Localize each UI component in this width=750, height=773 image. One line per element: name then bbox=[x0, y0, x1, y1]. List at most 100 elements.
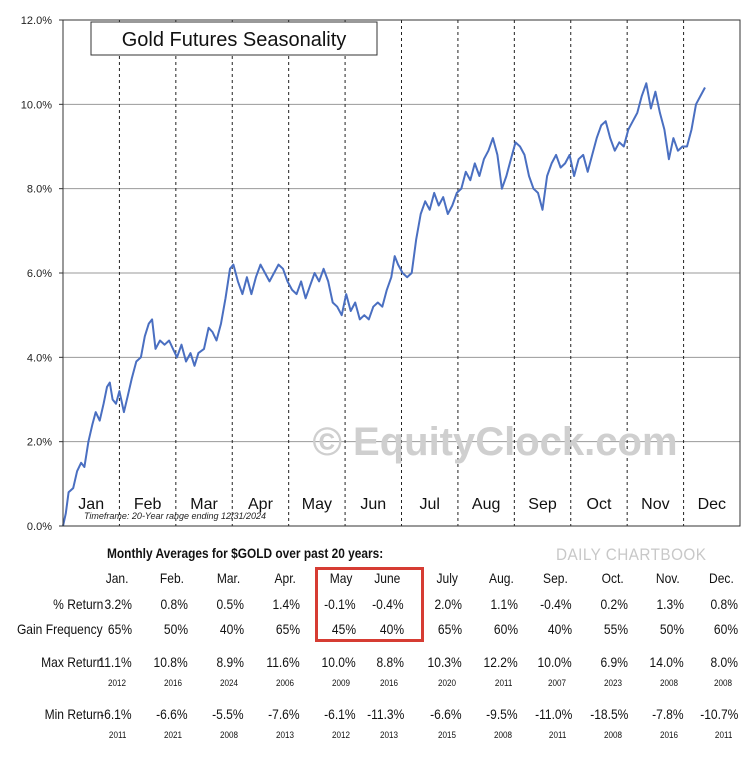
month-header: Apr. bbox=[274, 570, 296, 586]
min-year-cell: 2013 bbox=[379, 730, 398, 740]
max-return-cell: 10.0% bbox=[537, 654, 572, 670]
pct-return-cell: 0.5% bbox=[216, 596, 244, 612]
max-return-cell: 12.2% bbox=[483, 654, 518, 670]
month-header: Aug. bbox=[489, 570, 514, 586]
gain-freq-cell: 40% bbox=[379, 621, 404, 637]
max-year-cell: 2008 bbox=[659, 678, 678, 688]
min-year-cell: 2011 bbox=[714, 730, 732, 740]
min-return-cell: -10.7% bbox=[699, 706, 738, 722]
pct-return-cell: 1.4% bbox=[272, 596, 300, 612]
min-year-cell: 2008 bbox=[493, 730, 512, 740]
min-return-cell: -7.6% bbox=[268, 706, 300, 722]
min-return-cell: -6.6% bbox=[430, 706, 462, 722]
min-return-cell: -11.3% bbox=[366, 706, 404, 722]
min-year-cell: 2013 bbox=[275, 730, 294, 740]
max-year-cell: 2024 bbox=[219, 678, 238, 688]
max-return-cell: 10.3% bbox=[427, 654, 462, 670]
row-label-min-return: Min Return bbox=[44, 706, 103, 722]
watermark: © EquityClock.com bbox=[312, 420, 677, 464]
y-tick-label: 8.0% bbox=[27, 184, 52, 196]
gain-freq-cell: 40% bbox=[219, 621, 244, 637]
pct-return-cell: 0.8% bbox=[710, 596, 738, 612]
month-label: Nov bbox=[641, 496, 669, 513]
pct-return-cell: 2.0% bbox=[434, 596, 462, 612]
month-header: Nov. bbox=[656, 570, 680, 586]
y-tick-label: 4.0% bbox=[27, 352, 52, 364]
table-title: Monthly Averages for $GOLD over past 20 … bbox=[107, 545, 384, 561]
max-year-cell: 2016 bbox=[163, 678, 182, 688]
min-return-cell: -11.0% bbox=[534, 706, 572, 722]
source-watermark: DAILY CHARTBOOK bbox=[556, 545, 707, 564]
pct-return-cell: 0.2% bbox=[600, 596, 628, 612]
max-return-cell: 8.8% bbox=[376, 654, 404, 670]
month-label: Feb bbox=[134, 496, 162, 513]
gain-freq-cell: 50% bbox=[163, 621, 188, 637]
max-return-cell: 6.9% bbox=[600, 654, 628, 670]
month-header: Oct. bbox=[601, 570, 624, 586]
gold-seasonality-line bbox=[62, 82, 706, 527]
month-label: May bbox=[302, 496, 332, 513]
max-return-cell: 10.0% bbox=[321, 654, 356, 670]
month-header: July bbox=[436, 570, 458, 586]
month-label: Apr bbox=[248, 496, 274, 513]
month-label: Aug bbox=[472, 496, 500, 513]
pct-return-cell: 3.2% bbox=[104, 596, 132, 612]
min-year-cell: 2011 bbox=[108, 730, 126, 740]
y-tick-label: 12.0% bbox=[21, 15, 52, 27]
gain-freq-cell: 65% bbox=[437, 621, 462, 637]
max-return-cell: 8.0% bbox=[710, 654, 738, 670]
max-return-cell: 8.9% bbox=[216, 654, 244, 670]
min-return-cell: -7.8% bbox=[652, 706, 684, 722]
plot-frame bbox=[62, 19, 741, 527]
max-year-cell: 2016 bbox=[379, 678, 398, 688]
seasonality-chart: 0.0% 2.0% 4.0% 6.0% 8.0% 10.0% 12.0% Jan Feb Mar… bbox=[20, 15, 741, 533]
max-year-cell: 2007 bbox=[547, 678, 566, 688]
chart-title: Gold Futures Seasonality bbox=[122, 29, 347, 51]
gain-freq-cell: 45% bbox=[331, 621, 356, 637]
min-year-cell: 2012 bbox=[331, 730, 350, 740]
chart-title-box: Gold Futures Seasonality bbox=[90, 21, 378, 56]
max-return-cell: 14.0% bbox=[649, 654, 684, 670]
gain-freq-cell: 60% bbox=[713, 621, 738, 637]
min-return-cell: -18.5% bbox=[589, 706, 628, 722]
y-tick-label: 2.0% bbox=[27, 437, 52, 449]
pct-return-cell: -0.1% bbox=[324, 596, 356, 612]
y-tick-label: 6.0% bbox=[27, 268, 52, 280]
may-june-highlight bbox=[315, 567, 424, 642]
min-return-cell: -6.6% bbox=[156, 706, 188, 722]
month-label: Jun bbox=[360, 496, 386, 513]
month-header: May bbox=[329, 570, 352, 586]
month-header: Jan. bbox=[105, 570, 128, 586]
y-tick-label: 0.0% bbox=[27, 521, 52, 533]
series-line-layer bbox=[62, 82, 706, 527]
min-return-cell: -6.1% bbox=[324, 706, 356, 722]
max-year-cell: 2023 bbox=[603, 678, 622, 688]
max-return-cell: 11.6% bbox=[266, 654, 300, 670]
timeframe-note: Timeframe: 20-Year range ending 12/31/20… bbox=[84, 511, 266, 521]
pct-return-cell: 0.8% bbox=[160, 596, 188, 612]
gain-freq-cell: 50% bbox=[659, 621, 684, 637]
month-label: Jul bbox=[419, 496, 439, 513]
pct-return-cell: -0.4% bbox=[372, 596, 404, 612]
month-header: June bbox=[373, 570, 400, 586]
min-return-cell: -9.5% bbox=[486, 706, 518, 722]
max-return-cell: 11.1% bbox=[98, 654, 132, 670]
max-year-cell: 2020 bbox=[437, 678, 456, 688]
y-tick-label: 10.0% bbox=[21, 99, 52, 111]
month-label: Sep bbox=[528, 496, 557, 513]
pct-return-cell: 1.3% bbox=[656, 596, 684, 612]
min-return-cell: -5.5% bbox=[212, 706, 244, 722]
pct-return-cell: 1.1% bbox=[490, 596, 518, 612]
min-year-cell: 2016 bbox=[659, 730, 678, 740]
month-header: Dec. bbox=[709, 570, 734, 586]
month-label: Mar bbox=[190, 496, 218, 513]
month-header: Mar. bbox=[216, 570, 240, 586]
min-year-cell: 2015 bbox=[437, 730, 456, 740]
gain-freq-cell: 40% bbox=[547, 621, 572, 637]
max-year-cell: 2006 bbox=[275, 678, 294, 688]
min-year-cell: 2011 bbox=[548, 730, 566, 740]
gain-freq-cell: 65% bbox=[107, 621, 132, 637]
month-header: Sep. bbox=[543, 570, 568, 586]
max-year-cell: 2008 bbox=[713, 678, 732, 688]
month-header: Feb. bbox=[159, 570, 184, 586]
